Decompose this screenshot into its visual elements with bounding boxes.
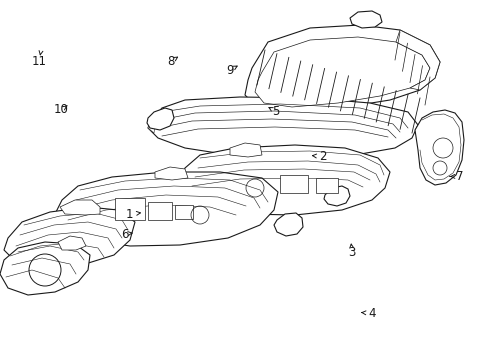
Bar	[175, 205, 193, 219]
Polygon shape	[229, 143, 262, 157]
Text: 11: 11	[32, 55, 46, 68]
Polygon shape	[254, 37, 429, 107]
Bar	[148, 202, 172, 220]
Polygon shape	[148, 97, 417, 158]
Text: 2: 2	[318, 150, 326, 163]
Polygon shape	[180, 145, 389, 215]
Text: 3: 3	[347, 246, 355, 258]
Polygon shape	[395, 30, 439, 90]
Polygon shape	[55, 172, 278, 246]
Bar	[115, 198, 145, 220]
Polygon shape	[273, 213, 303, 236]
Bar	[280, 175, 307, 193]
Polygon shape	[4, 207, 135, 268]
Polygon shape	[60, 200, 100, 215]
Polygon shape	[148, 108, 162, 133]
Polygon shape	[244, 25, 439, 112]
Polygon shape	[414, 110, 463, 185]
Text: 8: 8	[167, 55, 175, 68]
Text: 5: 5	[272, 105, 280, 118]
Text: 4: 4	[367, 307, 375, 320]
Text: 10: 10	[54, 103, 68, 116]
Polygon shape	[58, 236, 86, 250]
Polygon shape	[349, 11, 381, 28]
Polygon shape	[155, 167, 187, 180]
Bar	[315, 178, 337, 193]
Polygon shape	[147, 108, 174, 130]
Polygon shape	[324, 186, 349, 206]
Text: 1: 1	[125, 208, 133, 221]
Text: 7: 7	[455, 170, 463, 183]
Text: 6: 6	[121, 228, 128, 240]
Text: 9: 9	[225, 64, 233, 77]
Polygon shape	[0, 242, 90, 295]
